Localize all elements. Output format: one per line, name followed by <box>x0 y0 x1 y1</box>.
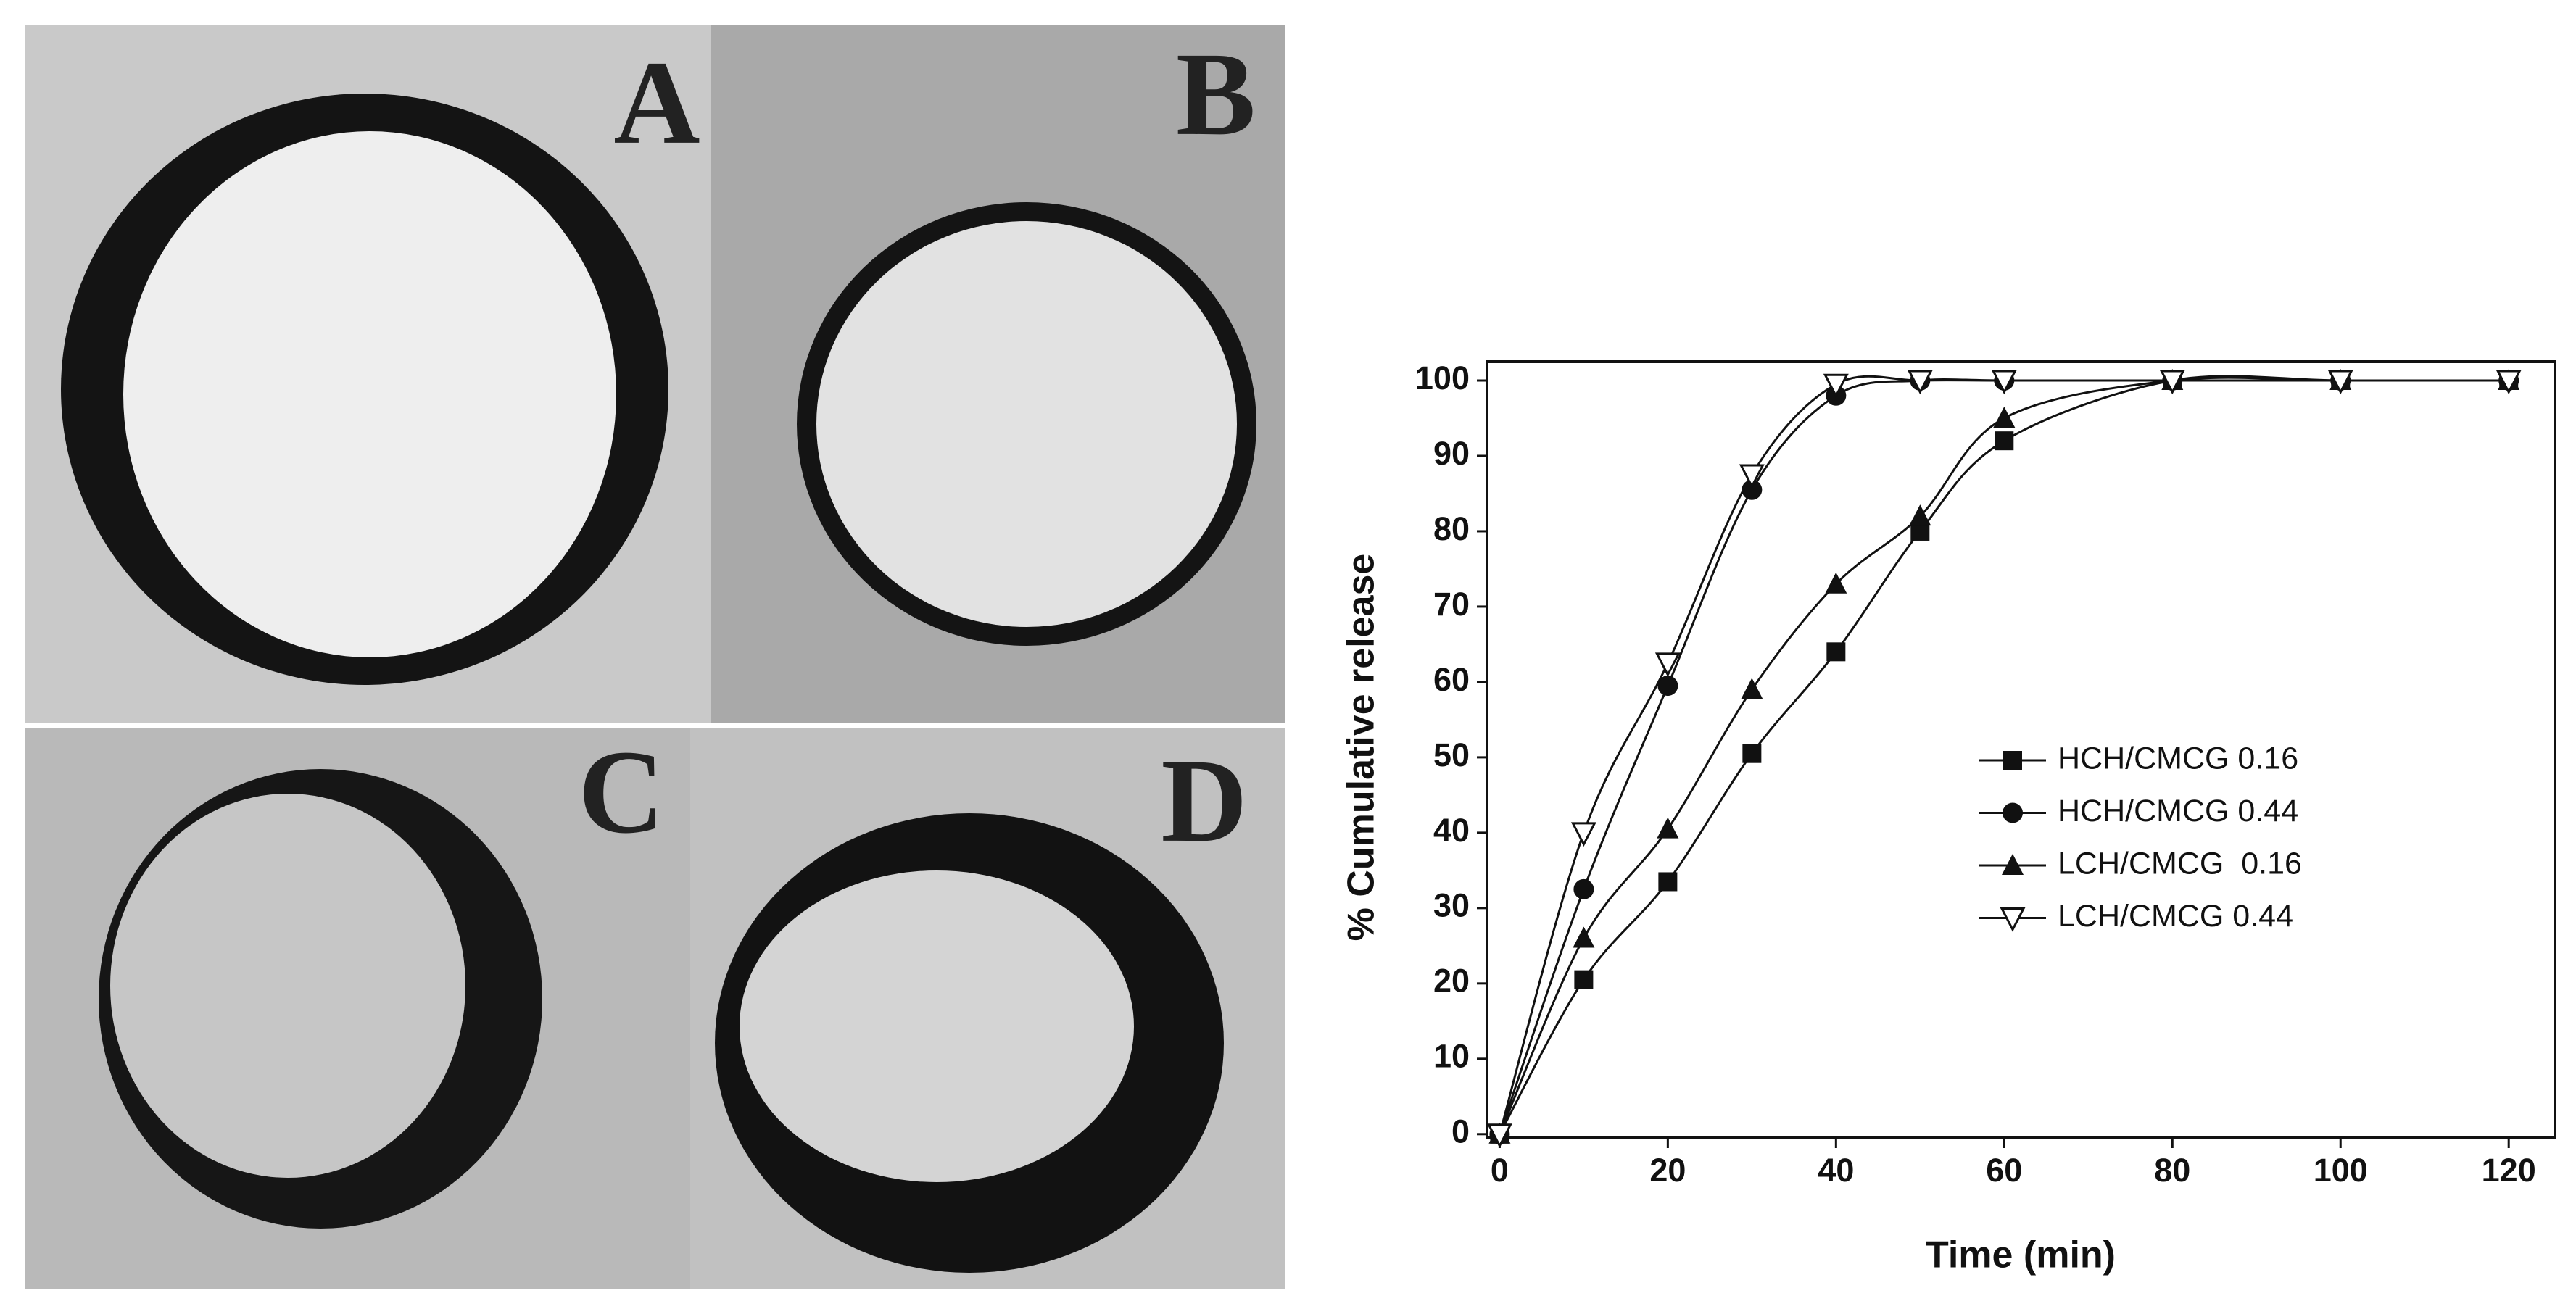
marker <box>1570 822 1596 847</box>
legend-label: HCH/CMCG 0.44 <box>2058 794 2298 828</box>
bead-a-core <box>123 131 616 657</box>
y-tick-label: 30 <box>1433 887 1470 924</box>
marker <box>1909 504 1931 526</box>
marker <box>2496 370 2522 395</box>
x-tick-label: 120 <box>2482 1152 2536 1189</box>
x-tick-label: 100 <box>2314 1152 2368 1189</box>
bead-b-core <box>816 221 1237 627</box>
y-tick-label: 90 <box>1433 435 1470 472</box>
y-axis-label: % Cumulative release <box>1341 554 1383 942</box>
panel-letter: B <box>1176 28 1256 160</box>
x-tick-label: 60 <box>1986 1152 2022 1189</box>
marker <box>1657 817 1679 839</box>
x-axis-label: Time (min) <box>1926 1234 2116 1276</box>
panel-letter: D <box>1161 734 1247 867</box>
marker <box>1486 1123 1512 1149</box>
y-tick-label: 70 <box>1433 586 1470 623</box>
legend-label: LCH/CMCG 0.44 <box>2058 899 2293 934</box>
panel-letter: A <box>613 36 700 169</box>
marker <box>1654 652 1681 678</box>
y-tick-label: 80 <box>1433 510 1470 547</box>
marker <box>1991 370 2017 395</box>
legend-label: HCH/CMCG 0.16 <box>2058 741 2298 776</box>
y-tick-label: 60 <box>1433 661 1470 698</box>
marker <box>1658 872 1678 892</box>
marker <box>1574 970 1594 989</box>
y-tick-label: 50 <box>1433 736 1470 773</box>
marker <box>1657 676 1678 697</box>
marker <box>2003 802 2023 823</box>
x-tick-label: 80 <box>2154 1152 2190 1189</box>
y-tick-label: 0 <box>1451 1113 1470 1150</box>
panel-letter: C <box>578 726 664 858</box>
y-tick-label: 20 <box>1433 963 1470 1000</box>
series-line <box>1499 376 2509 1135</box>
plot-frame <box>1486 360 2556 1139</box>
marker <box>2327 370 2353 395</box>
marker <box>1825 572 1847 594</box>
y-tick-label: 10 <box>1433 1038 1470 1075</box>
marker <box>1995 431 2014 451</box>
marker <box>1573 878 1594 899</box>
series-line <box>1499 375 2509 1135</box>
y-tick-label: 100 <box>1415 360 1470 396</box>
marker <box>1573 926 1595 948</box>
bead-c-core <box>110 794 465 1178</box>
marker <box>1823 373 1849 399</box>
marker <box>2003 751 2022 770</box>
x-tick-label: 20 <box>1649 1152 1686 1189</box>
bead-d-core <box>740 870 1134 1182</box>
marker <box>1826 642 1846 662</box>
marker <box>2000 907 2026 932</box>
y-tick-label: 40 <box>1433 812 1470 849</box>
legend-label: LCH/CMCG 0.16 <box>2058 846 2302 881</box>
marker <box>1907 370 1933 395</box>
x-tick-label: 40 <box>1818 1152 1854 1189</box>
marker <box>1741 678 1763 699</box>
x-tick-label: 0 <box>1491 1152 1509 1189</box>
marker <box>1993 406 2016 428</box>
marker <box>2159 370 2185 395</box>
marker <box>2002 854 2024 875</box>
marker <box>1742 744 1762 763</box>
photo-panels: A B C D <box>25 25 1285 1289</box>
marker <box>1739 464 1765 489</box>
